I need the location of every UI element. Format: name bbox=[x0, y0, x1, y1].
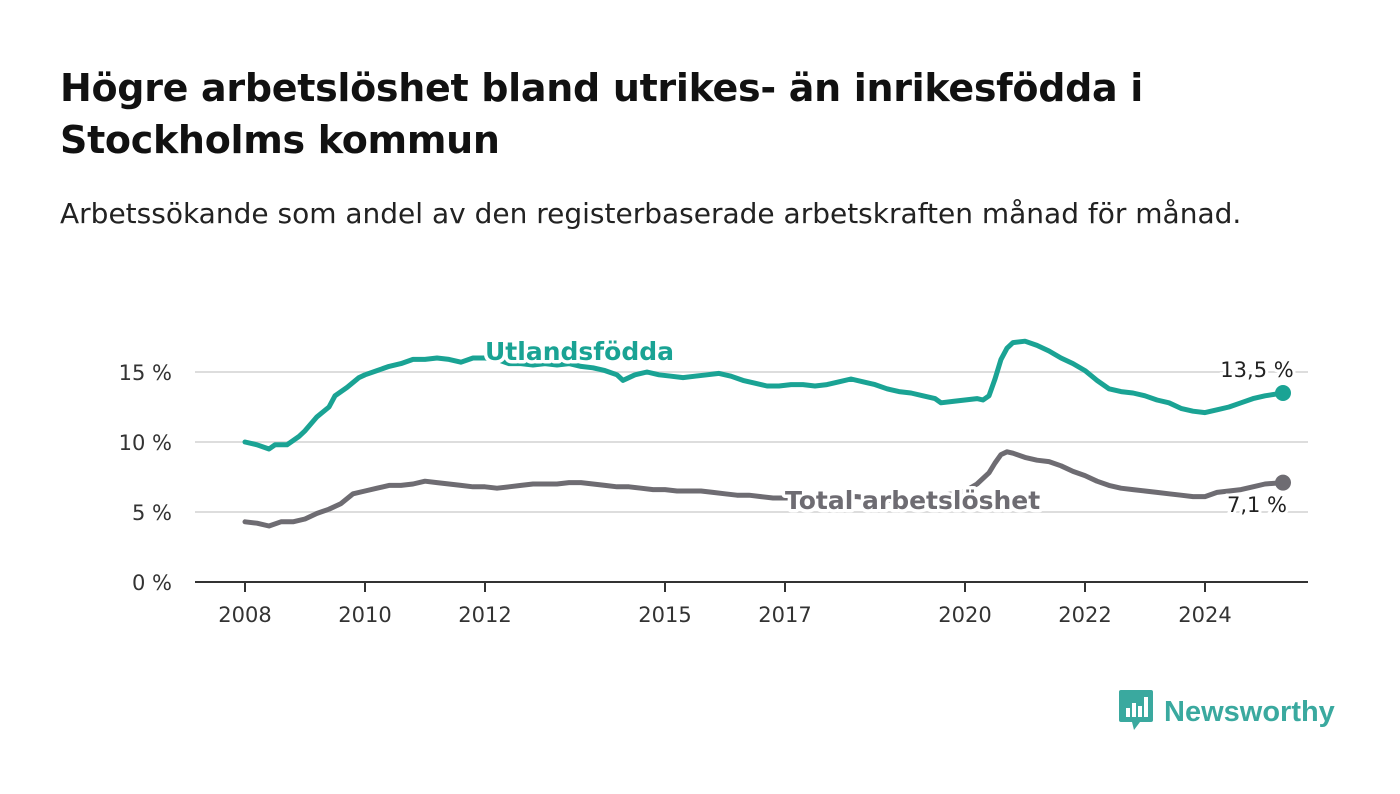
newsworthy-logo-text: Newsworthy bbox=[1164, 695, 1335, 728]
newsworthy-logo-icon bbox=[1118, 688, 1154, 736]
x-tick-label: 2010 bbox=[338, 603, 391, 627]
axes: 0 % 5 % 10 % 15 % 2008 2010 2012 2015 2017 2020 20… bbox=[119, 361, 1308, 627]
series-name-label: Utlandsfödda bbox=[485, 337, 674, 366]
x-tick-label: 2020 bbox=[938, 603, 991, 627]
y-tick-label: 5 % bbox=[132, 501, 172, 525]
series-labels: Utlandsfödda Total arbetslöshet 13,5 % 7,1 … bbox=[482, 334, 1297, 521]
x-tick-label: 2024 bbox=[1178, 603, 1231, 627]
chart-subtitle: Arbetssökande som andel av den registerb… bbox=[60, 197, 1242, 230]
x-tick-label: 2017 bbox=[758, 603, 811, 627]
series-line-total bbox=[242, 449, 1286, 529]
series-lines bbox=[242, 338, 1291, 529]
y-tick-label: 10 % bbox=[119, 431, 172, 455]
x-tick-label: 2008 bbox=[218, 603, 271, 627]
series-end-value-label: 13,5 % bbox=[1220, 358, 1293, 382]
series-end-dot bbox=[1275, 385, 1291, 401]
y-tick-label: 0 % bbox=[132, 571, 172, 595]
chart-title: Högre arbetslöshet bland utrikes- än inr… bbox=[60, 66, 1143, 162]
y-tick-label: 15 % bbox=[119, 361, 172, 385]
x-tick-label: 2015 bbox=[638, 603, 691, 627]
x-tick-label: 2022 bbox=[1058, 603, 1111, 627]
newsworthy-logo[interactable]: Newsworthy bbox=[1118, 690, 1335, 734]
series-end-dot bbox=[1275, 474, 1291, 491]
series-end-value-label: 7,1 % bbox=[1227, 493, 1287, 517]
series-line-utlandsfodda bbox=[242, 338, 1286, 452]
series-name-label: Total arbetslöshet bbox=[785, 486, 1040, 515]
x-tick-label: 2012 bbox=[458, 603, 511, 627]
